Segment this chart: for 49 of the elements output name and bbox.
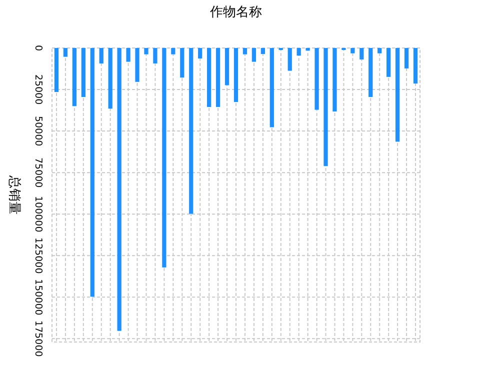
bar [117,48,122,331]
bar [207,48,212,107]
bar [350,48,355,54]
bar [242,48,248,54]
bar [126,48,130,62]
bar [99,48,104,64]
bar [404,48,409,68]
x-axis-title: 作物名称 [209,5,262,20]
y-tick-label: 25000 [32,74,44,105]
bar [260,48,265,54]
bar [162,48,166,268]
y-tick-label: 50000 [32,116,44,146]
y-tick-label: 125000 [32,237,44,274]
bar [386,48,391,77]
bar [90,48,94,297]
bar [368,48,373,97]
bar [144,48,148,54]
y-tick-label: 0 [32,44,44,52]
y-tick-label: 150000 [32,279,44,316]
bar [288,48,292,71]
bar [198,48,202,58]
bar [54,48,59,92]
bar [153,48,158,64]
bar [270,48,274,128]
bar [234,48,238,102]
bar [252,48,256,62]
y-tick-label: 100000 [32,196,44,232]
bar [108,48,112,109]
bar [171,48,176,54]
bar [180,48,184,78]
bar [360,48,364,60]
bar [324,48,328,166]
bar [135,48,140,82]
bar [378,48,382,54]
y-tick-label: 75000 [32,157,44,188]
y-axis-title: 总销量 [6,174,22,214]
bar [81,48,86,97]
bar [216,48,220,107]
bar [314,48,319,110]
bar [296,48,301,56]
bar [63,48,68,57]
y-tick-label: 175000 [32,320,44,357]
bar [395,48,400,142]
bar [224,48,230,86]
bar [306,48,310,51]
bar [332,48,337,112]
bar [413,48,418,84]
bar [189,48,194,214]
bar [72,48,77,106]
